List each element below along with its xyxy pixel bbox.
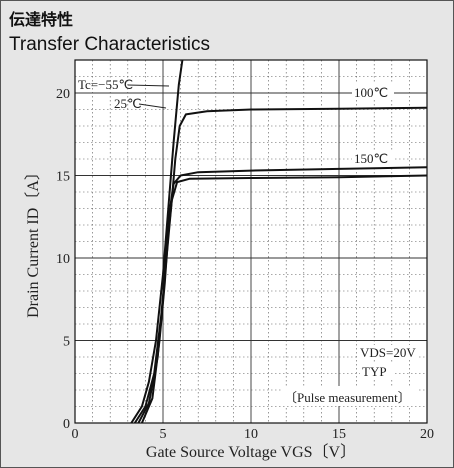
plot-border	[74, 59, 428, 424]
chart-title-english: Transfer Characteristics	[9, 34, 210, 55]
x-tick-label: 10	[244, 427, 258, 442]
label-bg-vds	[358, 345, 418, 360]
leader-line-minus55	[127, 84, 170, 87]
label-tc-minus55: Tc=−55℃	[78, 77, 133, 92]
x-tick-label: 0	[72, 427, 79, 442]
chart-title-japanese: 伝達特性	[9, 10, 74, 29]
label-tc-25: 25℃	[114, 96, 142, 111]
label-pulse: 〔Pulse measurement〕	[284, 390, 411, 405]
label-bg-100	[352, 84, 394, 100]
label-bg-pulse	[282, 386, 418, 406]
series-curve-4	[140, 174, 427, 423]
x-axis-label: Gate Source Voltage VGS〔V〕	[146, 443, 356, 461]
label-bg-typ	[360, 364, 394, 379]
series-curve-1	[130, 60, 184, 423]
y-tick-label: 15	[56, 170, 70, 185]
label-bg-150	[352, 150, 394, 166]
x-tick-label: 20	[420, 427, 434, 442]
curves	[130, 60, 427, 423]
label-typ: TYP	[362, 364, 387, 379]
tick-labels: 0 5 10 15 20 0 5 10 15 20	[56, 87, 434, 442]
y-tick-label: 10	[56, 252, 70, 267]
label-vds: VDS=20V	[360, 345, 416, 360]
label-tc-150: 150℃	[354, 151, 388, 166]
x-tick-label: 5	[160, 427, 167, 442]
y-axis-label: Drain Current ID〔A〕	[24, 164, 42, 318]
y-tick-label: 0	[63, 417, 70, 432]
y-tick-label: 20	[56, 87, 70, 102]
annotations: Tc=−55℃ 25℃ 100℃ 150℃ VDS=20V TYP 〔Pulse…	[78, 77, 418, 406]
label-tc-100: 100℃	[354, 85, 388, 100]
x-tick-label: 15	[332, 427, 346, 442]
leader-line-25	[138, 103, 167, 109]
y-tick-label: 5	[63, 335, 70, 350]
